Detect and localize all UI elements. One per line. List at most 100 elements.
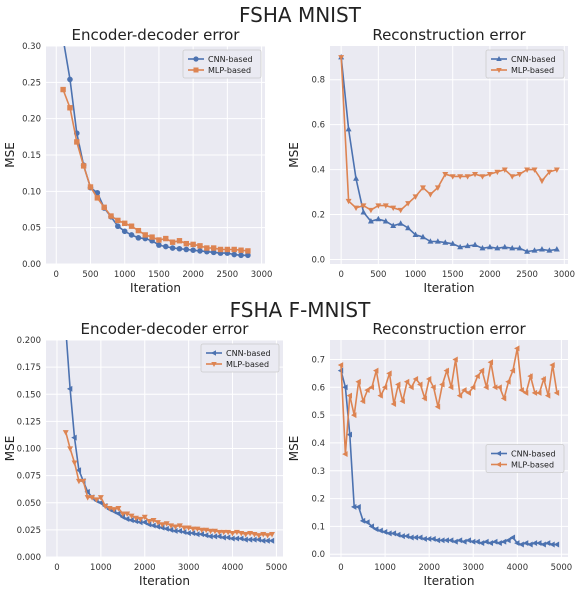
legend-label: MLP-based xyxy=(208,66,251,75)
data-point xyxy=(540,541,546,548)
data-point xyxy=(496,384,502,391)
data-point xyxy=(399,533,405,540)
data-point xyxy=(60,86,66,93)
data-point xyxy=(190,247,196,253)
data-point xyxy=(353,205,360,212)
data-point xyxy=(154,520,161,526)
data-point xyxy=(93,497,100,503)
data-point xyxy=(207,528,214,535)
data-point xyxy=(84,495,91,501)
data-point xyxy=(412,231,419,237)
data-point xyxy=(66,385,73,392)
data-point xyxy=(220,529,227,536)
data-point xyxy=(427,192,434,198)
data-point xyxy=(472,241,479,248)
data-point xyxy=(403,533,410,540)
data-point xyxy=(549,362,555,369)
data-point xyxy=(169,239,176,245)
legend-marker xyxy=(496,461,501,468)
x-tick-label: 3000 xyxy=(178,563,200,573)
data-point xyxy=(94,189,101,196)
x-axis-label: Iteration xyxy=(424,574,475,588)
data-point xyxy=(522,540,529,547)
data-point xyxy=(386,530,392,537)
data-point xyxy=(71,434,77,441)
data-point xyxy=(159,524,165,531)
data-point xyxy=(203,527,210,534)
data-point xyxy=(133,515,139,522)
series-line-cnn-based xyxy=(63,46,248,257)
data-point xyxy=(368,523,375,530)
data-point xyxy=(483,538,489,545)
data-point xyxy=(544,540,551,547)
data-point xyxy=(355,378,361,385)
data-point xyxy=(128,232,135,238)
data-point xyxy=(163,525,169,532)
x-tick-label: 0 xyxy=(54,270,59,280)
data-point xyxy=(430,535,436,542)
data-point xyxy=(260,532,267,538)
x-tick-label: 3000 xyxy=(553,270,575,280)
data-point xyxy=(452,538,458,545)
x-tick-label: 5000 xyxy=(551,563,573,573)
legend: CNN-based MLP-based xyxy=(200,343,280,373)
data-point xyxy=(150,522,156,529)
x-tick-label: 5000 xyxy=(266,563,288,573)
data-point xyxy=(553,167,560,173)
data-point xyxy=(553,389,560,396)
y-tick-label: 0.25 xyxy=(22,78,41,88)
data-point xyxy=(474,373,480,380)
data-point xyxy=(464,174,471,180)
data-point xyxy=(527,541,533,548)
data-point xyxy=(145,521,152,528)
data-point xyxy=(408,384,414,391)
data-point xyxy=(367,207,374,214)
legend: CNN-based MLP-based xyxy=(485,49,565,79)
data-point xyxy=(355,503,361,510)
data-point xyxy=(216,533,222,540)
data-point xyxy=(353,175,360,181)
data-point xyxy=(553,541,560,548)
y-tick-label: 0.20 xyxy=(22,115,41,125)
data-point xyxy=(115,510,121,517)
data-point xyxy=(149,234,155,240)
x-tick-label: 1000 xyxy=(114,270,136,280)
data-point xyxy=(524,167,531,173)
y-tick-label: 0.0 xyxy=(311,550,325,560)
data-point xyxy=(135,235,142,241)
data-point xyxy=(169,245,176,251)
data-point xyxy=(421,395,427,402)
data-point xyxy=(183,240,189,247)
data-point xyxy=(163,235,169,242)
data-point xyxy=(119,513,125,520)
data-point xyxy=(359,398,366,405)
x-tick-label: 500 xyxy=(370,270,386,280)
x-axis-label: Iteration xyxy=(424,281,475,295)
data-point xyxy=(486,243,493,250)
data-point xyxy=(546,247,553,253)
data-point xyxy=(390,401,397,407)
y-axis-label: MSE xyxy=(3,142,17,168)
y-tick-label: 0.4 xyxy=(311,166,325,176)
data-point xyxy=(359,517,366,524)
data-point xyxy=(381,384,388,391)
data-point xyxy=(457,243,464,250)
data-point xyxy=(111,507,117,513)
y-tick-label: 0.150 xyxy=(17,390,41,400)
data-point xyxy=(501,167,508,173)
data-point xyxy=(224,246,231,253)
y-tick-label: 0.8 xyxy=(311,76,325,86)
y-tick-label: 0.125 xyxy=(17,417,41,427)
x-tick-label: 0 xyxy=(338,270,343,280)
data-point xyxy=(345,125,352,132)
data-point xyxy=(101,204,107,211)
data-point xyxy=(408,534,414,541)
y-tick-label: 0.050 xyxy=(17,499,41,509)
legend-marker xyxy=(496,68,502,73)
data-point xyxy=(229,535,235,542)
data-point xyxy=(194,526,201,533)
data-point xyxy=(524,248,531,254)
y-tick-label: 0.075 xyxy=(17,472,41,482)
data-point xyxy=(124,511,131,517)
